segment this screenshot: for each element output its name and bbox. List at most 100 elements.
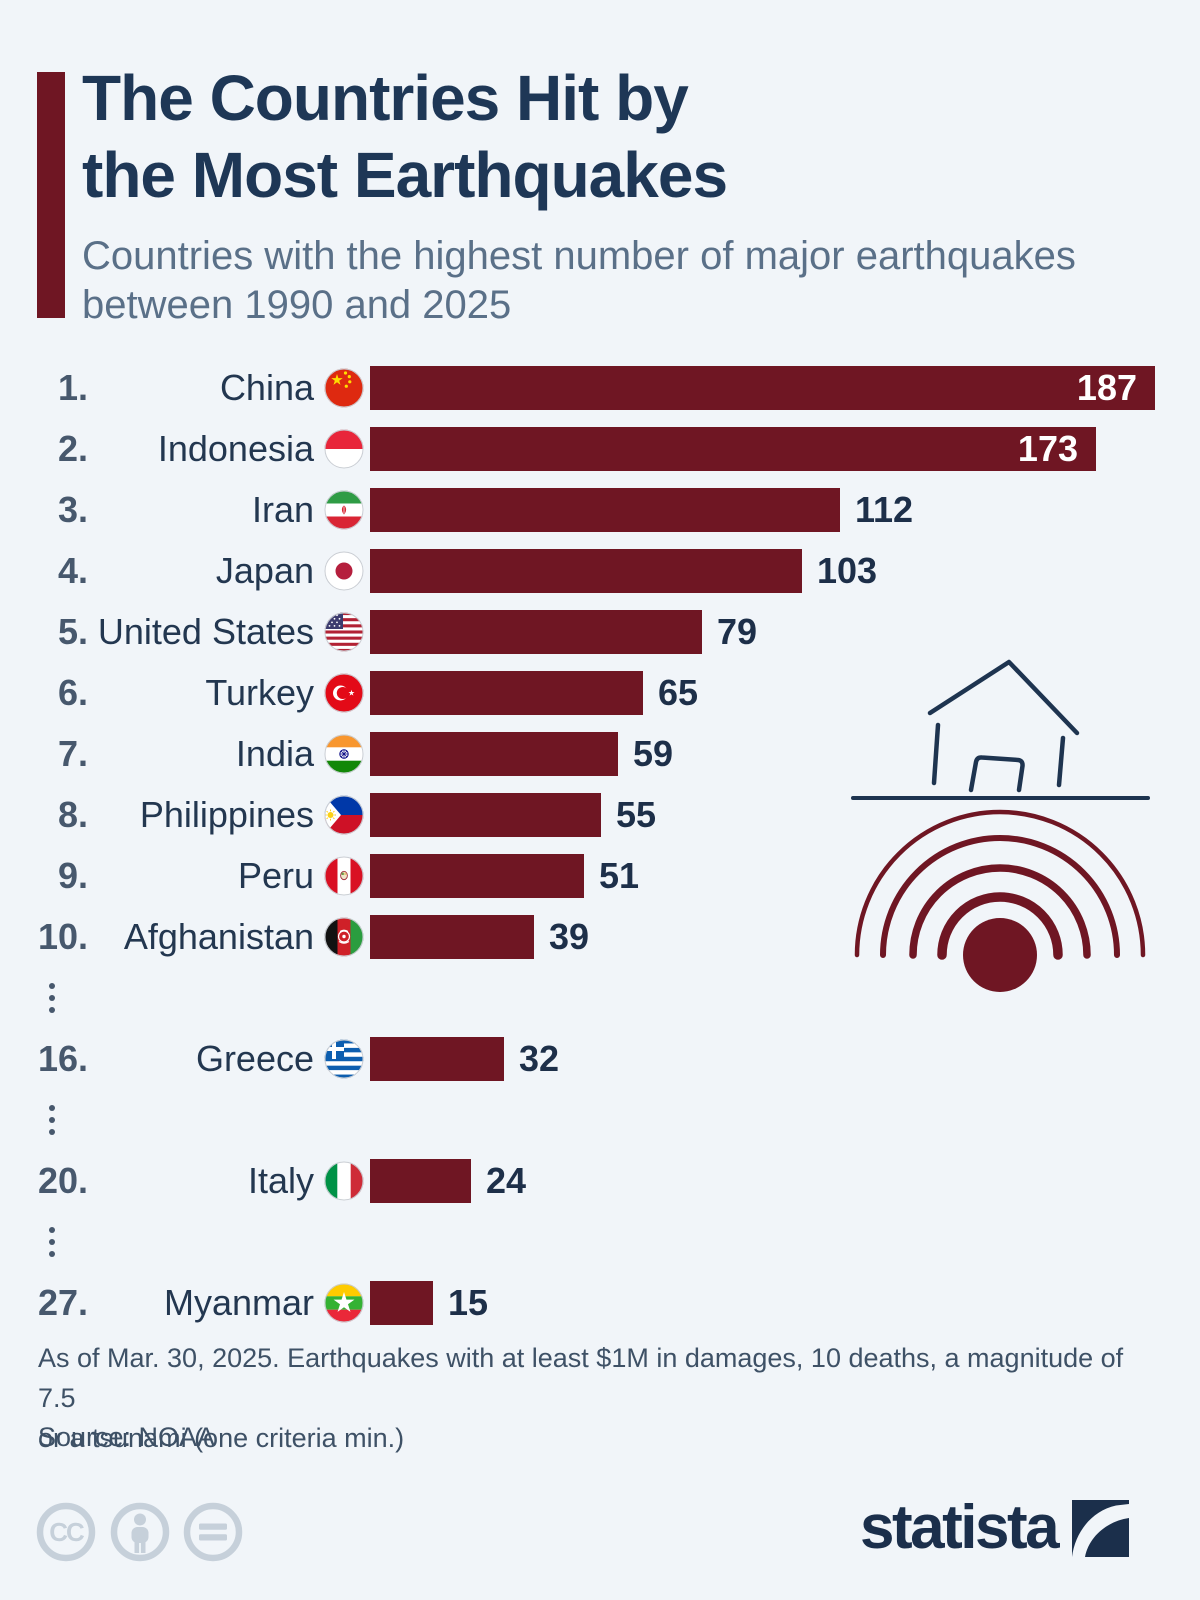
rank-label: 20. <box>37 1160 88 1201</box>
value-bar <box>370 488 840 532</box>
rank-label: 6. <box>57 672 88 713</box>
value-label: 32 <box>519 1038 560 1079</box>
flag-myanmar-icon <box>324 1283 364 1323</box>
country-name: China <box>219 367 314 408</box>
statista-wordmark: statista <box>860 1493 1060 1562</box>
country-name: Myanmar <box>163 1282 314 1323</box>
value-label: 15 <box>448 1282 489 1323</box>
flag-greece-icon <box>324 1039 364 1079</box>
country-row: 9. Peru 51 <box>0 846 1200 907</box>
country-row: 3. Iran 112 <box>0 480 1200 541</box>
ellipsis-row <box>0 1212 1200 1273</box>
country-name: United States <box>97 611 314 652</box>
rank-label: 3. <box>57 489 88 530</box>
country-name: Indonesia <box>157 428 314 469</box>
country-row: 8. Philippines 55 <box>0 785 1200 846</box>
svg-text:CC: CC <box>49 1517 85 1547</box>
rank-label: 1. <box>57 367 88 408</box>
title-accent-bar <box>37 72 65 318</box>
country-name: Greece <box>195 1038 314 1079</box>
country-row: 10. Afghanistan 39 <box>0 907 1200 968</box>
country-row: 5. United States 79 <box>0 602 1200 663</box>
seismic-waves-icon <box>854 809 1146 992</box>
country-row: 2. Indonesia 173 <box>0 419 1200 480</box>
rank-label: 8. <box>57 794 88 835</box>
flag-afghanistan-icon <box>324 917 364 957</box>
value-bar <box>370 1037 504 1081</box>
flag-iran-icon <box>324 490 364 530</box>
value-bar <box>370 915 534 959</box>
page-title: The Countries Hit by the Most Earthquakes <box>82 60 728 214</box>
country-row: 7. India 59 <box>0 724 1200 785</box>
flag-united-states-icon <box>324 612 364 652</box>
value-label: 39 <box>549 916 590 957</box>
chart-subtitle: Countries with the highest number of maj… <box>82 232 1076 330</box>
rank-label: 10. <box>37 916 88 957</box>
value-bar <box>370 1281 433 1325</box>
flag-turkey-icon <box>324 673 364 713</box>
country-name: Philippines <box>139 794 314 835</box>
flag-china-icon <box>324 368 364 408</box>
country-name: Peru <box>237 855 314 896</box>
cc-nd-icon[interactable] <box>183 1502 243 1562</box>
value-label: 55 <box>616 794 657 835</box>
country-row: 6. Turkey 65 <box>0 663 1200 724</box>
epicenter-dot <box>963 918 1037 992</box>
cc-by-icon[interactable] <box>110 1502 170 1562</box>
rank-label: 27. <box>37 1282 88 1323</box>
value-label: 24 <box>486 1160 527 1201</box>
value-label: 103 <box>817 550 878 591</box>
country-row: 4. Japan 103 <box>0 541 1200 602</box>
value-bar <box>370 610 702 654</box>
value-bar: 187 <box>370 366 1155 410</box>
subtitle-line-1: Countries with the highest number of maj… <box>82 234 1076 278</box>
value-bar <box>370 854 584 898</box>
subtitle-line-2: between 1990 and 2025 <box>82 283 512 327</box>
value-label: 59 <box>633 733 674 774</box>
country-name: Iran <box>251 489 314 530</box>
value-bar <box>370 732 618 776</box>
country-row: 20. Italy 24 <box>0 1151 1200 1212</box>
flag-indonesia-icon <box>324 429 364 469</box>
cc-icon[interactable]: CC <box>36 1502 96 1562</box>
house-icon <box>851 659 1150 800</box>
value-label-inside: 173 <box>1017 428 1078 469</box>
ellipsis-icon <box>49 1090 55 1150</box>
title-line-2: the Most Earthquakes <box>82 139 728 211</box>
rank-label: 4. <box>57 550 88 591</box>
country-name: India <box>235 733 314 774</box>
flag-italy-icon <box>324 1161 364 1201</box>
value-bar <box>370 1159 471 1203</box>
flag-philippines-icon <box>324 795 364 835</box>
country-row: 27. Myanmar 15 <box>0 1273 1200 1334</box>
value-label: 65 <box>658 672 699 713</box>
rank-label: 2. <box>57 428 88 469</box>
value-label: 51 <box>599 855 640 896</box>
flag-india-icon <box>324 734 364 774</box>
country-name: Afghanistan <box>123 916 314 957</box>
value-bar <box>370 671 643 715</box>
flag-japan-icon <box>324 551 364 591</box>
value-label: 79 <box>717 611 758 652</box>
statista-logo-mark <box>1072 1499 1130 1557</box>
license-icons[interactable]: CC <box>34 1498 264 1566</box>
flag-peru-icon <box>324 856 364 896</box>
value-bar <box>370 549 802 593</box>
value-label-inside: 187 <box>1076 367 1137 408</box>
value-bar: 173 <box>370 427 1096 471</box>
country-name: Japan <box>215 550 314 591</box>
ellipsis-icon <box>49 1212 55 1272</box>
country-name: Italy <box>247 1160 314 1201</box>
ellipsis-row <box>0 1090 1200 1151</box>
source-label: Source: NOAA <box>38 1422 216 1452</box>
statista-logo[interactable]: statista <box>860 1493 1130 1562</box>
country-row: 16. Greece 32 <box>0 1029 1200 1090</box>
title-line-1: The Countries Hit by <box>82 62 689 134</box>
earthquake-illustration <box>851 659 1150 992</box>
value-label: 112 <box>855 489 914 530</box>
ellipsis-icon <box>49 968 55 1028</box>
value-bar <box>370 793 601 837</box>
rank-label: 9. <box>57 855 88 896</box>
